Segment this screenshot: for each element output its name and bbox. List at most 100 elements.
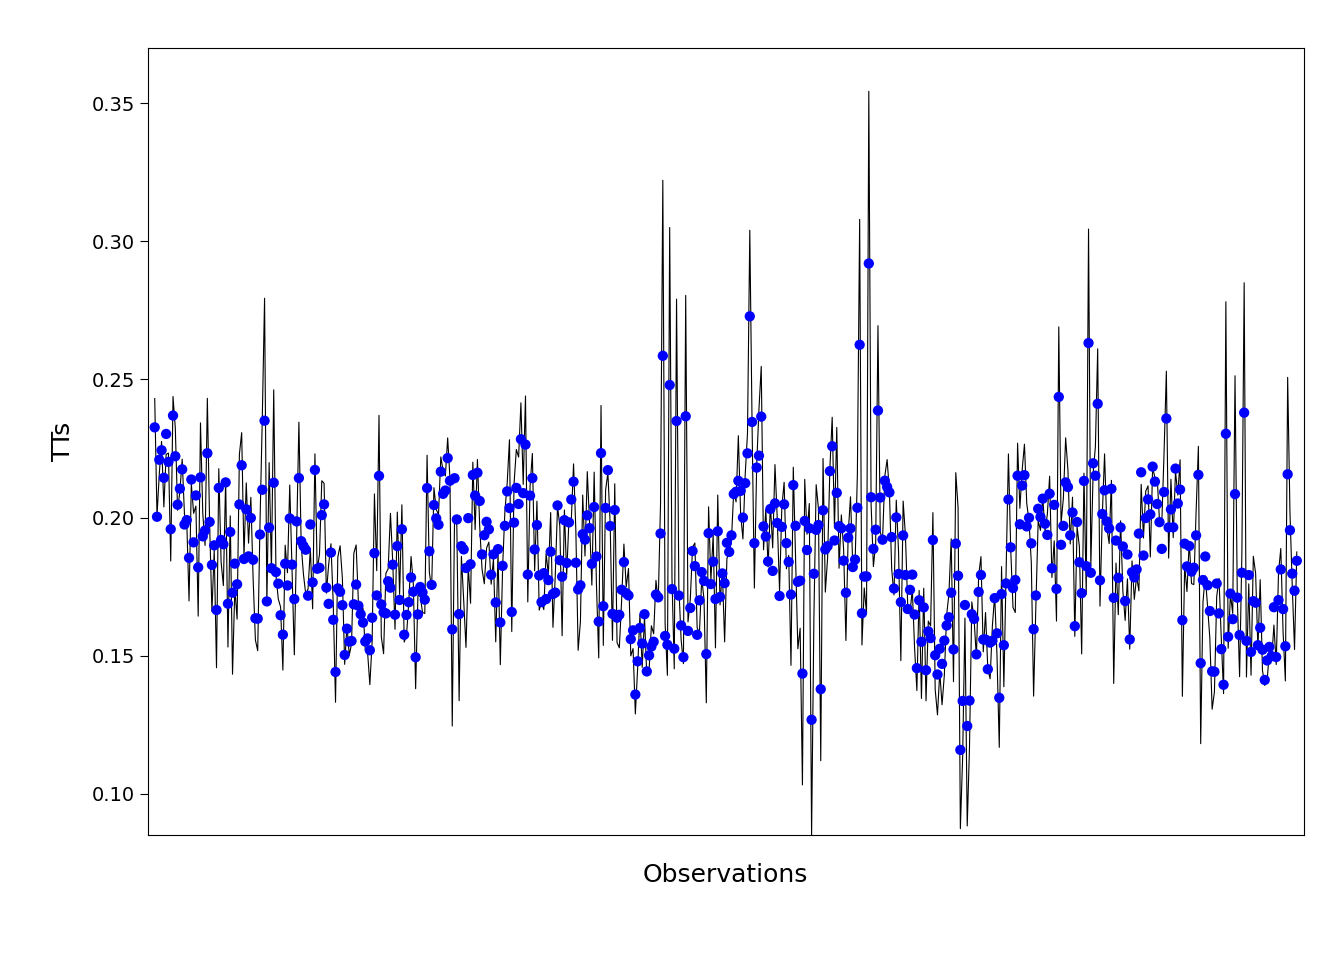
Point <box>618 588 640 603</box>
Point <box>437 450 458 466</box>
Point <box>895 567 917 583</box>
Point <box>288 470 309 486</box>
Point <box>1128 526 1149 541</box>
Point <box>812 503 833 518</box>
Point <box>1142 459 1164 474</box>
Point <box>395 608 417 623</box>
Point <box>1137 492 1159 507</box>
Point <box>991 587 1012 602</box>
Point <box>1020 536 1042 551</box>
Point <box>1117 547 1138 563</box>
Point <box>1234 405 1255 420</box>
Point <box>970 567 992 583</box>
Point <box>469 493 491 509</box>
Point <box>456 561 477 576</box>
Point <box>146 509 168 524</box>
Point <box>1130 465 1152 480</box>
Point <box>426 511 448 526</box>
Point <box>743 536 765 551</box>
Point <box>925 648 946 663</box>
Point <box>1064 618 1086 634</box>
Point <box>180 472 202 488</box>
Point <box>157 454 179 469</box>
Point <box>890 594 911 610</box>
Point <box>785 518 806 534</box>
Point <box>840 520 862 536</box>
Point <box>215 475 237 491</box>
Point <box>758 554 780 569</box>
Point <box>835 585 856 600</box>
Point <box>542 587 563 602</box>
Point <box>1220 586 1242 601</box>
Point <box>789 573 810 588</box>
Point <box>1126 562 1148 577</box>
Point <box>1286 553 1308 568</box>
Point <box>659 377 680 393</box>
Point <box>1089 573 1110 588</box>
Point <box>989 690 1011 706</box>
Point <box>849 337 871 352</box>
Point <box>567 582 589 597</box>
Point <box>206 602 227 617</box>
Point <box>1273 601 1294 616</box>
Point <box>1134 511 1156 526</box>
Point <box>632 636 653 651</box>
Point <box>934 633 956 648</box>
Point <box>1215 426 1236 442</box>
Point <box>688 592 710 608</box>
Point <box>325 664 347 680</box>
Point <box>380 580 402 595</box>
Point <box>1071 586 1093 601</box>
Point <box>1030 510 1051 525</box>
Point <box>853 569 875 585</box>
Point <box>883 581 905 596</box>
Point <box>590 445 612 461</box>
Point <box>986 626 1008 641</box>
Point <box>300 516 321 532</box>
Point <box>339 634 360 649</box>
Point <box>316 580 337 595</box>
Point <box>1098 520 1120 536</box>
Point <box>228 496 250 512</box>
Point <box>833 553 855 568</box>
Point <box>954 597 976 612</box>
Point <box>1238 567 1259 583</box>
Point <box>247 611 269 626</box>
Point <box>856 568 878 584</box>
Point <box>372 605 394 620</box>
Point <box>727 473 749 489</box>
Point <box>945 536 966 551</box>
Point <box>952 693 973 708</box>
Point <box>716 535 738 550</box>
Point <box>195 523 216 539</box>
Point <box>446 512 468 527</box>
Point <box>1133 548 1154 564</box>
Point <box>538 572 559 588</box>
Point <box>788 574 809 589</box>
Point <box>1254 672 1275 687</box>
Point <box>1284 583 1305 598</box>
Point <box>527 517 548 533</box>
Point <box>810 682 832 697</box>
Point <box>517 567 539 583</box>
Point <box>906 660 927 676</box>
Point <box>1009 516 1031 532</box>
Point <box>874 473 895 489</box>
Point <box>918 624 939 639</box>
Point <box>1019 510 1040 525</box>
Point <box>242 552 263 567</box>
Point <box>993 637 1015 653</box>
Point <box>668 588 689 603</box>
Point <box>550 553 571 568</box>
Point <box>387 539 409 554</box>
Point <box>418 543 439 559</box>
Point <box>755 529 777 544</box>
Point <box>726 484 747 499</box>
Point <box>828 518 849 534</box>
Point <box>164 448 185 464</box>
Point <box>626 654 648 669</box>
Point <box>1068 555 1090 570</box>
Point <box>1058 479 1079 494</box>
Point <box>345 577 367 592</box>
Point <box>586 549 607 564</box>
